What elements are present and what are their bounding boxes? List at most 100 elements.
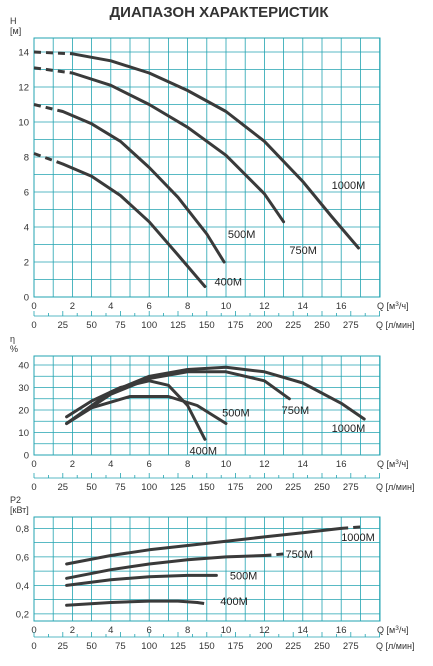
plot-frame <box>33 37 381 298</box>
lmin-tick-label: 125 <box>170 482 186 493</box>
x-tick-label: 12 <box>259 625 270 636</box>
x-tick-label: 6 <box>147 625 152 636</box>
series-label: 500M <box>222 407 250 419</box>
y-tick-label: 0,6 <box>16 552 29 563</box>
lmin-tick-label: 225 <box>285 641 301 652</box>
y-axis-label: % <box>10 344 18 354</box>
lmin-tick-label: 25 <box>58 641 69 652</box>
y-axis-label: P2 <box>10 495 21 505</box>
x-tick-label: 10 <box>221 625 232 636</box>
y-tick-label: 0,2 <box>16 609 29 620</box>
x-tick-label: 6 <box>147 459 152 470</box>
lmin-tick-label: 200 <box>256 482 272 493</box>
curve-dashed <box>341 525 361 530</box>
y-tick-label: 0 <box>24 451 29 462</box>
x-tick-label: 16 <box>336 459 347 470</box>
series-1000M <box>65 525 361 566</box>
y-tick-label: 8 <box>24 153 29 164</box>
x-axis-label-m3h: Q [м3/ч] <box>377 459 409 469</box>
curve-line <box>70 71 286 224</box>
curve-line <box>65 599 199 607</box>
lmin-tick-label: 175 <box>228 482 244 493</box>
lmin-tick-label: 75 <box>115 641 126 652</box>
lmin-tick-label: 175 <box>228 320 244 331</box>
curve-dashed <box>33 103 64 113</box>
lmin-tick-label: 225 <box>285 482 301 493</box>
y-tick-label: 4 <box>24 223 29 234</box>
x-axis-label-lmin: Q [л/мин] <box>376 320 414 330</box>
x-tick-label: 2 <box>70 459 75 470</box>
series-label: 1000M <box>332 180 366 192</box>
lmin-tick-label: 250 <box>314 320 330 331</box>
series-1000M <box>33 50 360 250</box>
lmin-tick-label: 150 <box>199 482 215 493</box>
lmin-tick-label: 25 <box>58 320 69 331</box>
lmin-tick-label: 125 <box>170 641 186 652</box>
lmin-tick-label: 0 <box>31 641 36 652</box>
curve-dashed <box>33 152 64 166</box>
lmin-tick-label: 275 <box>343 641 359 652</box>
lmin-tick-label: 150 <box>199 320 215 331</box>
series-label: 400M <box>214 276 242 288</box>
x-tick-label: 0 <box>31 625 36 636</box>
lmin-tick-label: 50 <box>86 482 97 493</box>
curve-dashed <box>264 552 284 557</box>
lmin-tick-label: 200 <box>256 641 272 652</box>
y-tick-label: 30 <box>18 383 29 394</box>
lmin-axis: 0 25 50 75 100 125 150 175 200 225 250 275 Q [л/мин] <box>31 632 414 652</box>
series-750M <box>65 370 291 425</box>
curve-dashed <box>33 50 73 56</box>
series-label: 750M <box>282 405 310 417</box>
x-axis-label-lmin: Q [л/мин] <box>376 482 414 492</box>
x-tick-label: 10 <box>221 301 232 312</box>
lmin-tick-label: 100 <box>141 482 157 493</box>
x-tick-label: 14 <box>298 625 309 636</box>
y-tick-label: 10 <box>18 428 29 439</box>
x-tick-label: 14 <box>298 301 309 312</box>
plot-frame <box>33 355 381 456</box>
x-tick-label: 4 <box>108 459 113 470</box>
series-750M <box>65 552 284 580</box>
lmin-tick-label: 50 <box>86 320 97 331</box>
lmin-tick-label: 225 <box>285 320 301 331</box>
y-axis-label: η <box>10 334 15 344</box>
y-tick-label: 20 <box>18 406 29 417</box>
lmin-tick-label: 275 <box>343 320 359 331</box>
lmin-tick-label: 100 <box>141 320 157 331</box>
y-axis-label: [м] <box>10 26 21 36</box>
eff-panel: 0 10 20 30 40 η% 0 2 4 6 8 10 12 14 16 Q [м3/ч] 0 25 50 75 1… <box>10 334 414 493</box>
x-tick-label: 14 <box>298 459 309 470</box>
x-tick-label: 6 <box>147 301 152 312</box>
x-axis-label-lmin: Q [л/мин] <box>376 641 414 651</box>
series-750M <box>33 66 286 224</box>
lmin-tick-label: 250 <box>314 482 330 493</box>
y-tick-label: 6 <box>24 188 29 199</box>
curve-line <box>61 110 226 264</box>
y-tick-label: 0,4 <box>16 581 29 592</box>
y-tick-label: 14 <box>18 48 29 59</box>
p2-panel: 0,2 0,4 0,6 0,8 P2[кВт] 0 2 4 6 8 10 12 14 16 Q [м3/ч]… <box>10 495 414 652</box>
y-tick-label: 0,8 <box>16 524 29 535</box>
lmin-tick-label: 75 <box>115 482 126 493</box>
series-label: 500M <box>228 229 256 241</box>
series-400M <box>65 379 207 441</box>
y-tick-label: 40 <box>18 361 29 372</box>
y-tick-label: 12 <box>18 83 29 94</box>
y-tick-label: 0 <box>24 293 29 304</box>
x-tick-label: 4 <box>108 301 113 312</box>
series-label: 750M <box>286 549 314 561</box>
lmin-tick-label: 275 <box>343 482 359 493</box>
curve-line <box>65 554 266 580</box>
lmin-tick-label: 25 <box>58 482 69 493</box>
lmin-tick-label: 0 <box>31 482 36 493</box>
series-label: 1000M <box>341 532 375 544</box>
x-tick-label: 8 <box>185 301 190 312</box>
curve-dashed <box>33 66 73 75</box>
lmin-tick-label: 125 <box>170 320 186 331</box>
curve-line <box>70 52 360 250</box>
x-tick-label: 12 <box>259 459 270 470</box>
series-400M <box>65 599 208 607</box>
x-tick-label: 2 <box>70 301 75 312</box>
curve-dashed <box>196 601 208 606</box>
